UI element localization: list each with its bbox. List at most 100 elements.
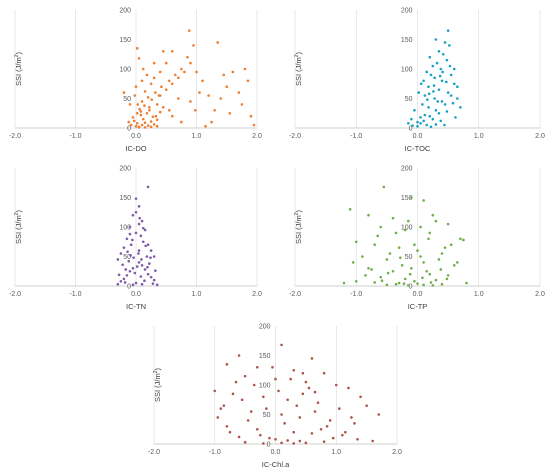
data-point bbox=[146, 243, 150, 246]
data-point bbox=[213, 109, 216, 112]
x-tick-label: 2.0 bbox=[252, 133, 262, 140]
data-point bbox=[434, 109, 438, 112]
data-point bbox=[128, 225, 132, 229]
data-point bbox=[119, 279, 123, 283]
data-point bbox=[342, 281, 346, 285]
data-point bbox=[391, 269, 395, 273]
data-point bbox=[143, 228, 147, 232]
data-point bbox=[126, 250, 129, 254]
data-point bbox=[131, 116, 135, 119]
y-tick-label: 200 bbox=[401, 166, 413, 173]
data-point bbox=[204, 124, 207, 128]
data-point bbox=[125, 237, 129, 241]
data-point bbox=[427, 106, 430, 109]
data-point bbox=[443, 103, 447, 106]
data-point bbox=[158, 110, 162, 114]
data-point bbox=[137, 205, 141, 208]
data-point bbox=[443, 246, 447, 249]
data-point bbox=[394, 282, 398, 286]
data-point bbox=[155, 124, 159, 128]
scatter-panel-3: 0 50 100 150 200 -2.0 -1.0 0.0 1.0 2.0 SSI (J/m2) I… bbox=[9, 166, 262, 312]
data-point bbox=[149, 256, 152, 259]
data-point bbox=[141, 240, 145, 244]
data-point bbox=[434, 38, 438, 41]
y-axis-title: SSI (J/m2) bbox=[14, 51, 23, 86]
data-point bbox=[376, 234, 379, 238]
data-point bbox=[465, 281, 468, 285]
data-point bbox=[152, 61, 156, 65]
data-point bbox=[219, 407, 223, 410]
data-point bbox=[445, 110, 449, 113]
data-point bbox=[151, 115, 155, 119]
data-point bbox=[134, 210, 138, 214]
data-point bbox=[367, 213, 370, 217]
data-point bbox=[152, 76, 156, 80]
data-point bbox=[140, 219, 144, 223]
x-tick-label: 2.0 bbox=[252, 291, 262, 298]
data-point bbox=[434, 219, 438, 223]
data-point bbox=[439, 119, 443, 123]
data-point bbox=[377, 413, 381, 416]
data-point bbox=[432, 84, 436, 87]
data-point bbox=[146, 272, 150, 276]
data-point bbox=[350, 416, 353, 419]
data-point bbox=[225, 425, 229, 428]
data-point bbox=[422, 283, 425, 287]
data-point bbox=[219, 97, 222, 100]
data-point bbox=[186, 55, 189, 59]
data-point bbox=[139, 113, 143, 117]
x-axis-title: IC-TP bbox=[408, 302, 428, 311]
data-point bbox=[440, 100, 444, 103]
data-point bbox=[255, 427, 259, 431]
x-axis-title: IC-Chl.a bbox=[262, 460, 290, 469]
data-point bbox=[419, 121, 422, 125]
data-point bbox=[397, 281, 401, 285]
data-point bbox=[337, 407, 341, 410]
data-point bbox=[128, 269, 132, 273]
y-tick-label: 150 bbox=[119, 195, 131, 202]
data-point bbox=[428, 272, 432, 276]
data-point bbox=[171, 82, 174, 86]
data-point bbox=[249, 410, 253, 413]
y-tick-label: 150 bbox=[259, 353, 271, 360]
data-point bbox=[231, 70, 235, 74]
data-point bbox=[310, 432, 314, 435]
data-point bbox=[388, 252, 392, 255]
x-tick-label: 1.0 bbox=[474, 291, 484, 298]
data-point bbox=[351, 261, 355, 264]
y-tick-label: 150 bbox=[119, 37, 131, 44]
data-point bbox=[421, 103, 424, 106]
data-point bbox=[289, 377, 292, 381]
data-point bbox=[319, 427, 323, 431]
data-point bbox=[216, 416, 220, 419]
data-point bbox=[262, 442, 265, 445]
data-point bbox=[265, 407, 268, 410]
data-point bbox=[407, 284, 410, 287]
data-point bbox=[177, 97, 180, 100]
data-point bbox=[341, 433, 344, 437]
data-point bbox=[198, 91, 201, 94]
data-point bbox=[403, 277, 407, 281]
data-point bbox=[231, 392, 235, 396]
data-point bbox=[148, 109, 151, 112]
data-point bbox=[268, 436, 271, 440]
x-tick-label: 1.0 bbox=[474, 133, 484, 140]
y-tick-label: 200 bbox=[119, 8, 131, 15]
data-point bbox=[407, 121, 410, 125]
data-point bbox=[440, 79, 444, 83]
y-tick-label: 50 bbox=[123, 254, 131, 261]
data-point bbox=[252, 383, 256, 387]
x-tick-label: 2.0 bbox=[535, 291, 545, 298]
data-point bbox=[134, 281, 138, 285]
y-tick-label: 0 bbox=[409, 126, 413, 133]
y-tick-label: 50 bbox=[405, 254, 413, 261]
data-point bbox=[426, 98, 429, 101]
data-point bbox=[137, 261, 141, 264]
data-point bbox=[452, 67, 456, 71]
y-tick-label: 50 bbox=[123, 96, 131, 103]
data-point bbox=[167, 109, 171, 112]
data-point bbox=[155, 103, 159, 106]
scatter-panel-5: 0 50 100 150 200 -2.0 -1.0 0.0 1.0 2.0 SSI (J/m2) I… bbox=[148, 324, 402, 470]
data-point bbox=[138, 216, 141, 220]
data-point bbox=[125, 274, 129, 277]
